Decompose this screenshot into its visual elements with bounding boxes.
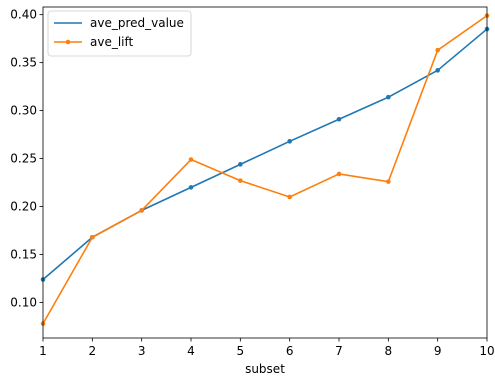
- x-tick-label: 10: [479, 344, 494, 358]
- data-point-ave-lift: [188, 157, 194, 162]
- legend-label: ave_pred_value: [90, 16, 184, 30]
- y-tick-label: 0.35: [10, 56, 37, 70]
- data-point-ave-lift: [238, 178, 243, 183]
- x-axis-label: subset: [245, 362, 285, 376]
- x-tick-label: 3: [138, 344, 146, 358]
- data-point-ave-pred-value: [386, 94, 391, 100]
- x-tick-label: 2: [89, 344, 97, 358]
- x-tick-label: 8: [385, 344, 393, 358]
- series-layer: [40, 13, 490, 326]
- series-line-ave-lift: [42, 14, 488, 325]
- x-tick-label: 1: [39, 344, 47, 358]
- y-tick-label: 0.10: [10, 296, 37, 310]
- x-tick-label: 4: [187, 344, 195, 358]
- y-tick-label: 0.20: [10, 200, 37, 214]
- plot-frame: [42, 6, 488, 339]
- data-point-ave-lift: [139, 208, 144, 213]
- data-point-ave-pred-value: [287, 139, 292, 144]
- y-tick-label: 0.15: [10, 248, 37, 262]
- y-axis-ticks: 0.10 0.15 0.20 0.25 0.30 0.35 0.40: [10, 8, 43, 310]
- data-point-ave-lift: [336, 171, 342, 177]
- y-tick-label: 0.30: [10, 104, 37, 118]
- x-tick-label: 6: [286, 344, 294, 358]
- legend-label: ave_lift: [90, 35, 134, 49]
- legend: ave_pred_value ave_lift: [47, 10, 192, 57]
- plot-area: [43, 7, 487, 338]
- legend-marker: [65, 39, 71, 45]
- data-point-ave-lift: [386, 179, 391, 184]
- data-point-ave-pred-value: [336, 116, 342, 122]
- legend-box: [47, 10, 192, 57]
- data-point-ave-pred-value: [435, 68, 440, 73]
- data-point-ave-lift: [435, 47, 440, 53]
- data-point-ave-pred-value: [188, 185, 194, 190]
- y-tick-label: 0.40: [10, 8, 37, 22]
- data-point-ave-pred-value: [238, 162, 243, 167]
- x-tick-label: 5: [237, 344, 245, 358]
- data-point-ave-lift: [287, 194, 292, 200]
- x-tick-label: 7: [335, 344, 343, 358]
- y-tick-label: 0.25: [10, 152, 37, 166]
- x-axis-ticks: 1 2 3 4 5 6 7 8 9 10: [39, 338, 495, 358]
- data-point-ave-lift: [90, 234, 95, 240]
- x-tick-label: 9: [434, 344, 442, 358]
